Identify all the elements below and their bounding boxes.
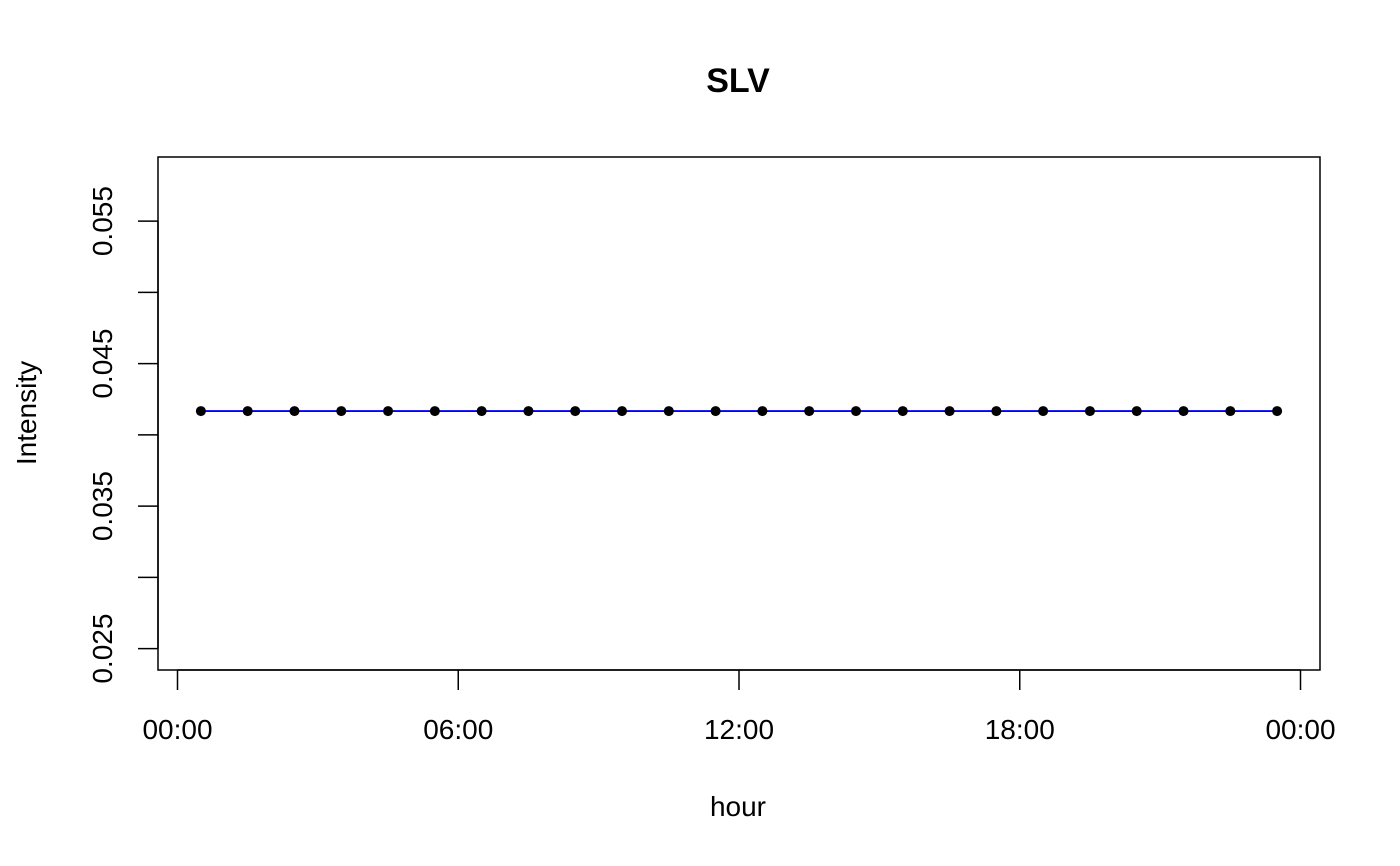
data-point — [383, 406, 394, 417]
data-point — [523, 406, 534, 417]
data-point — [1225, 406, 1236, 417]
plot-frame — [157, 156, 1321, 671]
x-axis-label: hour — [710, 791, 766, 822]
x-tick-label: 12:00 — [704, 714, 774, 745]
data-point — [429, 406, 440, 417]
data-point — [570, 406, 581, 417]
data-point — [1272, 406, 1283, 417]
data-point — [710, 406, 721, 417]
data-point — [617, 406, 628, 417]
y-axis-label: Intensity — [11, 361, 42, 465]
data-point — [336, 406, 347, 417]
data-point — [195, 406, 206, 417]
data-point — [991, 406, 1002, 417]
data-point — [757, 406, 768, 417]
data-point — [242, 406, 253, 417]
chart-title: SLV — [706, 62, 770, 100]
x-tick-label: 00:00 — [1265, 714, 1335, 745]
data-point — [850, 406, 861, 417]
data-point — [289, 406, 300, 417]
data-point — [476, 406, 487, 417]
data-point — [1084, 406, 1095, 417]
x-axis: 00:00 06:00 12:00 18:00 00:00 — [142, 669, 1336, 745]
data-point — [1131, 406, 1142, 417]
data-point — [1038, 406, 1049, 417]
plot-area — [195, 406, 1283, 417]
y-tick-label: 0.045 — [87, 329, 118, 399]
y-tick-label: 0.025 — [87, 614, 118, 684]
y-tick-label: 0.035 — [87, 471, 118, 541]
data-point — [1178, 406, 1189, 417]
data-point — [897, 406, 908, 417]
data-point — [663, 406, 674, 417]
x-tick-label: 18:00 — [985, 714, 1055, 745]
x-tick-label: 00:00 — [142, 714, 212, 745]
y-axis: 0.025 0.035 0.045 0.055 — [87, 186, 159, 684]
x-tick-label: 06:00 — [423, 714, 493, 745]
data-point — [944, 406, 955, 417]
data-point — [804, 406, 815, 417]
y-tick-label: 0.055 — [87, 186, 118, 256]
